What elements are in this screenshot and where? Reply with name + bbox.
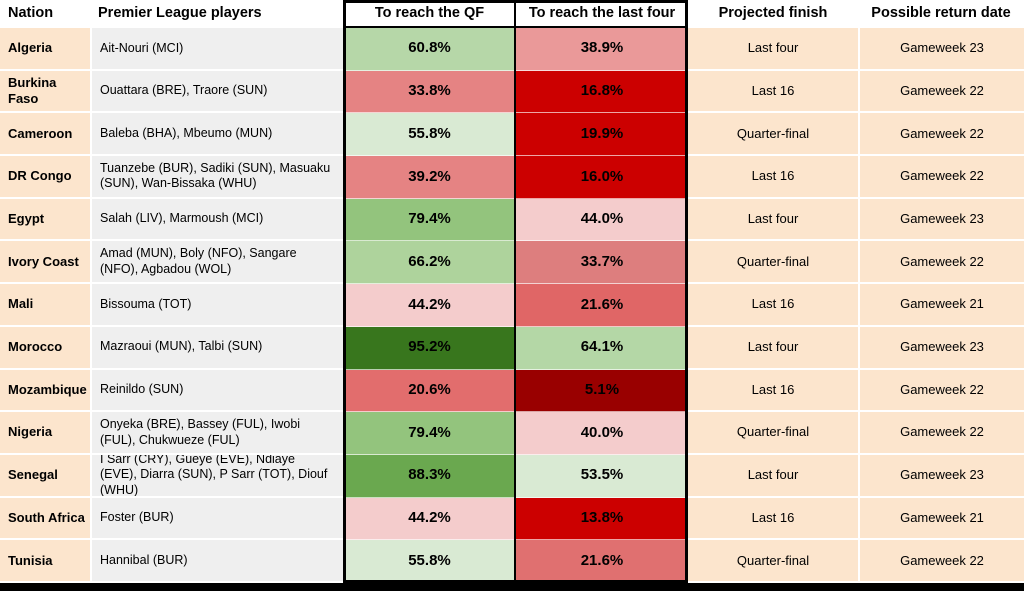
- return-date-cell: Gameweek 22: [858, 412, 1024, 455]
- last-four-probability-cell: 19.9%: [516, 113, 688, 157]
- projected-finish-cell: Last 16: [688, 70, 858, 114]
- nation-cell: South Africa: [0, 497, 90, 541]
- last-four-probability-cell: 21.6%: [516, 284, 688, 327]
- last-four-probability-cell: 64.1%: [516, 326, 688, 370]
- projected-finish-cell: Last four: [688, 454, 858, 498]
- players-cell: Onyeka (BRE), Bassey (FUL), Iwobi (FUL),…: [90, 412, 343, 455]
- projected-finish-cell: Last 16: [688, 369, 858, 413]
- table-bottom-border: [0, 583, 1024, 591]
- projected-finish-cell: Quarter-final: [688, 412, 858, 455]
- players-cell: Ait-Nouri (MCI): [90, 28, 343, 71]
- qf-probability-cell: 60.8%: [343, 28, 516, 71]
- nation-cell: Morocco: [0, 326, 90, 370]
- last-four-probability-cell: 38.9%: [516, 28, 688, 71]
- projected-finish-cell: Last 16: [688, 284, 858, 327]
- nation-cell: Burkina Faso: [0, 70, 90, 114]
- column-header-projected-finish: Projected finish: [688, 0, 858, 28]
- players-cell: Baleba (BHA), Mbeumo (MUN): [90, 113, 343, 157]
- projected-finish-cell: Last four: [688, 326, 858, 370]
- last-four-probability-cell: 44.0%: [516, 198, 688, 242]
- nation-cell: Egypt: [0, 198, 90, 242]
- return-date-cell: Gameweek 23: [858, 454, 1024, 498]
- qf-probability-cell: 44.2%: [343, 497, 516, 541]
- last-four-probability-cell: 21.6%: [516, 540, 688, 583]
- players-cell: Hannibal (BUR): [90, 540, 343, 583]
- players-cell: Bissouma (TOT): [90, 284, 343, 327]
- players-cell: I Sarr (CRY), Gueye (EVE), Ndiaye (EVE),…: [90, 454, 343, 498]
- last-four-probability-cell: 13.8%: [516, 497, 688, 541]
- projected-finish-cell: Quarter-final: [688, 241, 858, 285]
- nation-cell: Mali: [0, 284, 90, 327]
- last-four-probability-cell: 53.5%: [516, 454, 688, 498]
- projected-finish-cell: Last four: [688, 28, 858, 71]
- return-date-cell: Gameweek 22: [858, 241, 1024, 285]
- players-cell: Reinildo (SUN): [90, 369, 343, 413]
- qf-probability-cell: 39.2%: [343, 156, 516, 199]
- qf-probability-cell: 79.4%: [343, 198, 516, 242]
- return-date-cell: Gameweek 23: [858, 326, 1024, 370]
- players-cell: Ouattara (BRE), Traore (SUN): [90, 70, 343, 114]
- return-date-cell: Gameweek 23: [858, 198, 1024, 242]
- projected-finish-cell: Quarter-final: [688, 540, 858, 583]
- last-four-probability-cell: 33.7%: [516, 241, 688, 285]
- nation-cell: Tunisia: [0, 540, 90, 583]
- column-header-to-reach-qf: To reach the QF: [343, 0, 516, 28]
- nation-cell: DR Congo: [0, 156, 90, 199]
- return-date-cell: Gameweek 22: [858, 113, 1024, 157]
- column-header-to-reach-last-four: To reach the last four: [516, 0, 688, 28]
- return-date-cell: Gameweek 22: [858, 156, 1024, 199]
- qf-probability-cell: 88.3%: [343, 454, 516, 498]
- players-cell: Amad (MUN), Boly (NFO), Sangare (NFO), A…: [90, 241, 343, 285]
- qf-probability-cell: 55.8%: [343, 540, 516, 583]
- projected-finish-cell: Last 16: [688, 497, 858, 541]
- last-four-probability-cell: 16.8%: [516, 70, 688, 114]
- nation-cell: Senegal: [0, 454, 90, 498]
- players-cell: Salah (LIV), Marmoush (MCI): [90, 198, 343, 242]
- nation-cell: Cameroon: [0, 113, 90, 157]
- qf-probability-cell: 44.2%: [343, 284, 516, 327]
- qf-probability-cell: 20.6%: [343, 369, 516, 413]
- last-four-probability-cell: 16.0%: [516, 156, 688, 199]
- nation-cell: Ivory Coast: [0, 241, 90, 285]
- qf-probability-cell: 66.2%: [343, 241, 516, 285]
- return-date-cell: Gameweek 22: [858, 369, 1024, 413]
- return-date-cell: Gameweek 23: [858, 28, 1024, 71]
- nation-cell: Nigeria: [0, 412, 90, 455]
- return-date-cell: Gameweek 22: [858, 540, 1024, 583]
- players-cell: Foster (BUR): [90, 497, 343, 541]
- qf-probability-cell: 55.8%: [343, 113, 516, 157]
- last-four-probability-cell: 5.1%: [516, 369, 688, 413]
- column-header-players: Premier League players: [90, 0, 343, 28]
- nation-cell: Algeria: [0, 28, 90, 71]
- qf-probability-cell: 33.8%: [343, 70, 516, 114]
- players-cell: Tuanzebe (BUR), Sadiki (SUN), Masuaku (S…: [90, 156, 343, 199]
- projected-finish-cell: Quarter-final: [688, 113, 858, 157]
- return-date-cell: Gameweek 21: [858, 284, 1024, 327]
- projected-finish-cell: Last four: [688, 198, 858, 242]
- return-date-cell: Gameweek 22: [858, 70, 1024, 114]
- column-header-possible-return-date: Possible return date: [858, 0, 1024, 28]
- qf-probability-cell: 79.4%: [343, 412, 516, 455]
- last-four-probability-cell: 40.0%: [516, 412, 688, 455]
- projected-finish-cell: Last 16: [688, 156, 858, 199]
- column-header-nation: Nation: [0, 0, 90, 28]
- qf-probability-cell: 95.2%: [343, 326, 516, 370]
- nation-cell: Mozambique: [0, 369, 90, 413]
- return-date-cell: Gameweek 21: [858, 497, 1024, 541]
- players-cell: Mazraoui (MUN), Talbi (SUN): [90, 326, 343, 370]
